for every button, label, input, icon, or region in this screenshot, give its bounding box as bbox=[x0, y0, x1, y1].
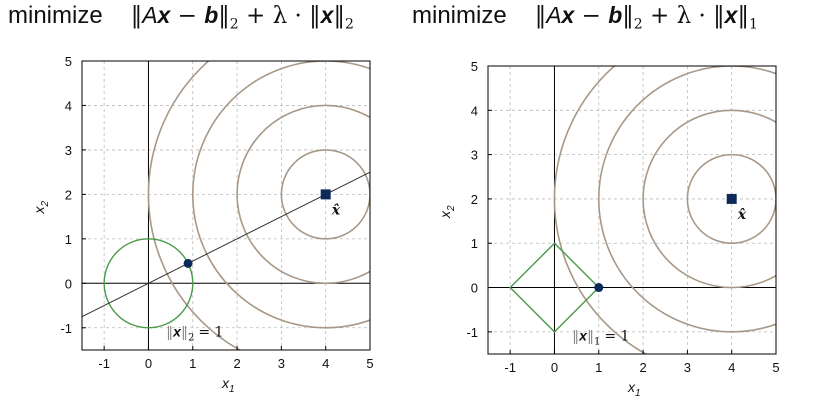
constraint-label-norm-open: ‖ bbox=[166, 325, 173, 341]
x-tick-label: 4 bbox=[322, 356, 329, 371]
y-tick-label: 3 bbox=[471, 148, 478, 163]
contour-circle bbox=[642, 109, 776, 289]
constraint-label-norm-close: ‖ bbox=[181, 325, 188, 341]
y-tick-label: 0 bbox=[65, 276, 72, 291]
title-right-lambda: λ bbox=[676, 3, 692, 29]
y-axis-label: x2 bbox=[437, 205, 457, 219]
x-axis-label: x1 bbox=[627, 379, 641, 399]
contour-circle bbox=[553, 66, 648, 354]
y-tick-label: -1 bbox=[60, 321, 72, 336]
title-right-A: A bbox=[546, 2, 562, 28]
x-tick-label: 0 bbox=[551, 360, 558, 375]
constraint-label-norm-var: x bbox=[578, 328, 588, 344]
y-tick-label: 1 bbox=[471, 236, 478, 251]
constraint-label-norm-var: x bbox=[172, 324, 182, 340]
title-right-formula: ‖Ax − b‖2 + λ · ‖x‖1 bbox=[534, 2, 758, 33]
title-right-b: b bbox=[608, 2, 623, 28]
x-tick-label: 0 bbox=[145, 356, 152, 371]
title-left-A: A bbox=[142, 2, 158, 28]
solution-point bbox=[594, 283, 604, 293]
y-tick-label: 5 bbox=[65, 54, 72, 69]
y-tick-label: 4 bbox=[65, 98, 72, 113]
y-tick-label: 2 bbox=[65, 187, 72, 202]
title-left-lambda: λ bbox=[272, 3, 288, 29]
constraint-label-sub: 2 bbox=[188, 333, 194, 344]
x-tick-label: 4 bbox=[728, 360, 735, 375]
y-tick-label: 2 bbox=[471, 192, 478, 207]
title-right-x2: x bbox=[724, 2, 738, 28]
title-left-b: b bbox=[204, 2, 219, 28]
title-left-word: minimize bbox=[8, 2, 103, 29]
title-right: minimize ‖Ax − b‖2 + λ · ‖x‖1 bbox=[412, 2, 758, 38]
x-axis-label-sub: 1 bbox=[635, 388, 641, 399]
title-left-sub-fit: 2 bbox=[229, 16, 239, 33]
plot-content bbox=[509, 66, 776, 354]
title-left-x2: x bbox=[320, 2, 334, 28]
l2-unit-ball bbox=[103, 238, 194, 329]
x-tick-label: 5 bbox=[366, 356, 373, 371]
y-tick-label: 3 bbox=[65, 143, 72, 158]
x-tick-label: -1 bbox=[504, 360, 516, 375]
title-left-sub-reg: 2 bbox=[344, 16, 354, 33]
x-tick-label: 5 bbox=[772, 360, 779, 375]
constraint-label-norm-close: ‖ bbox=[587, 329, 594, 345]
grid-lines bbox=[488, 65, 777, 354]
title-right-x: x bbox=[561, 2, 575, 28]
constraint-label: ‖x‖2 = 1 bbox=[166, 324, 223, 344]
x-tick-label: -1 bbox=[98, 356, 110, 371]
constraint-label: ‖x‖1 = 1 bbox=[572, 328, 629, 348]
y-tick-label: 4 bbox=[471, 103, 478, 118]
least-squares-point bbox=[320, 189, 331, 200]
contour-circle bbox=[192, 61, 370, 329]
least-squares-label: x̂ bbox=[331, 202, 341, 218]
x-tick-label: 3 bbox=[278, 356, 285, 371]
y-tick-label: 1 bbox=[65, 232, 72, 247]
contour-circle bbox=[236, 104, 370, 285]
plot-frame bbox=[81, 60, 371, 351]
grid-lines bbox=[82, 60, 371, 350]
constraint-label-eq: = 1 bbox=[604, 329, 629, 345]
constraint-label-eq: = 1 bbox=[198, 325, 223, 341]
contour-circle bbox=[147, 61, 242, 350]
x-tick-label: 2 bbox=[639, 360, 646, 375]
x-tick-label: 1 bbox=[189, 356, 196, 371]
constraint-label-norm-open: ‖ bbox=[572, 329, 579, 345]
title-right-sub-fit: 2 bbox=[633, 16, 643, 33]
y-tick-label: 0 bbox=[471, 281, 478, 296]
x-tick-label: 3 bbox=[684, 360, 691, 375]
least-squares-point bbox=[726, 193, 737, 204]
plot-frame bbox=[487, 65, 777, 355]
y-tick-label: -1 bbox=[466, 325, 478, 340]
contour-circle bbox=[598, 66, 776, 333]
title-left-x: x bbox=[157, 2, 171, 28]
x-tick-label: 1 bbox=[595, 360, 602, 375]
least-squares-label: x̂ bbox=[737, 207, 747, 223]
y-axis-label: x2 bbox=[31, 201, 51, 215]
y-axis-label-sub: 2 bbox=[40, 201, 51, 208]
y-tick-label: 5 bbox=[471, 59, 478, 74]
title-left-formula: ‖Ax − b‖2 + λ · ‖x‖2 bbox=[130, 2, 354, 33]
title-left: minimize ‖Ax − b‖2 + λ · ‖x‖2 bbox=[8, 2, 354, 38]
contour-circle bbox=[280, 149, 370, 240]
x-axis-label: x1 bbox=[221, 375, 235, 395]
constraint-label-sub: 1 bbox=[594, 337, 600, 348]
x-tick-label: 2 bbox=[233, 356, 240, 371]
plot-content bbox=[82, 61, 370, 350]
contour-circle bbox=[686, 153, 776, 245]
solution-point bbox=[183, 258, 193, 268]
title-right-sub-reg: 1 bbox=[748, 16, 758, 33]
l1-unit-ball bbox=[509, 242, 600, 333]
title-right-word: minimize bbox=[412, 2, 507, 29]
x-axis-label-sub: 1 bbox=[229, 384, 235, 395]
y-axis-label-sub: 2 bbox=[446, 205, 457, 212]
